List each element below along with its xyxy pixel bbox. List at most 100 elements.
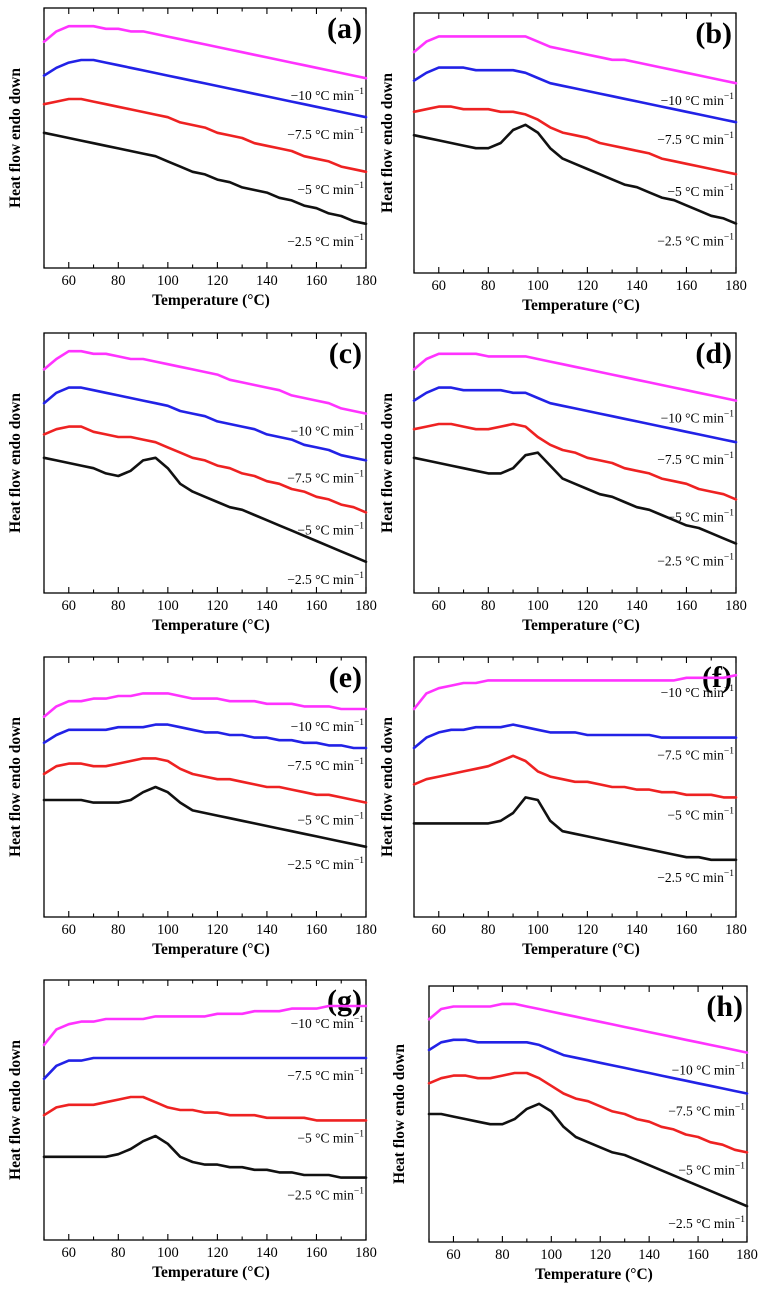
x-tick-label-f-100: 100 [527,922,549,938]
x-tick-label-h-160: 160 [687,1247,709,1263]
series-label-h-5-c-min: −5 °C min−1 [678,1161,745,1177]
x-tick-label-g-180: 180 [355,1245,377,1261]
series-label-superscript: −1 [724,684,734,694]
series-label-text: −10 °C min [661,685,725,700]
series-label-superscript: −1 [354,1067,364,1077]
curve-c-2.5-c-min [42,456,368,564]
x-tick-label-d-160: 160 [676,598,698,614]
panel-d: 60 80 100 120 140 160 180 Temperature (°C) Heat … [379,332,747,634]
series-label-d-10-c-min: −10 °C min−1 [661,410,735,426]
series-label-text: −7.5 °C min [287,758,354,773]
series-label-h-2.5-c-min: −2.5 °C min−1 [668,1215,745,1231]
series-label-superscript: −1 [354,812,364,822]
series-label-c-5-c-min: −5 °C min−1 [297,521,364,537]
x-tick-label-f-60: 60 [432,922,447,938]
series-label-superscript: −1 [724,92,734,102]
y-axis-title-g: Heat flow endo down [7,1040,24,1180]
series-label-text: −7.5 °C min [657,452,724,467]
curve-a-5-c-min [42,97,368,174]
series-label-superscript: −1 [354,856,364,866]
series-label-superscript: −1 [735,1215,745,1225]
x-tick-label-f-180: 180 [725,922,747,938]
series-label-h-10-c-min: −10 °C min−1 [672,1062,746,1078]
series-label-d-2.5-c-min: −2.5 °C min−1 [657,553,734,569]
curve-d-5-c-min [412,422,738,501]
series-label-d-5-c-min: −5 °C min−1 [667,508,734,524]
x-axis-title-h: Temperature (°C) [535,1266,653,1283]
x-axis-title-a: Temperature (°C) [152,292,270,309]
x-tick-label-a-80: 80 [111,273,126,289]
curve-h-5-c-min [427,1071,749,1154]
series-label-superscript: −1 [354,87,364,97]
y-axis-title-b: Heat flow endo down [379,73,396,213]
x-tick-label-d-80: 80 [481,598,496,614]
series-label-text: −2.5 °C min [287,857,354,872]
x-tick-label-b-60: 60 [432,278,447,294]
x-tick-label-e-100: 100 [157,922,179,938]
y-axis-title-f: Heat flow endo down [379,717,396,857]
series-label-text: −2.5 °C min [657,234,724,249]
y-axis-title-h: Heat flow endo down [391,1044,408,1184]
curve-d-10-c-min [412,352,738,402]
series-label-h-7.5-c-min: −7.5 °C min−1 [668,1103,745,1119]
curve-g-2.5-c-min [42,1134,368,1179]
panel-label-c: (c) [329,337,362,370]
x-tick-label-f-140: 140 [626,922,648,938]
series-label-a-7.5-c-min: −7.5 °C min−1 [287,126,364,142]
curve-h-10-c-min [427,1002,749,1054]
series-label-superscript: −1 [724,233,734,243]
series-label-superscript: −1 [354,718,364,728]
x-tick-label-h-80: 80 [495,1247,510,1263]
series-label-superscript: −1 [735,1103,745,1113]
series-label-superscript: −1 [354,1129,364,1139]
series-label-f-5-c-min: −5 °C min−1 [667,806,734,822]
curve-b-2.5-c-min [412,123,738,225]
series-label-superscript: −1 [735,1062,745,1072]
x-tick-label-e-120: 120 [207,922,229,938]
series-label-b-2.5-c-min: −2.5 °C min−1 [657,233,734,249]
series-label-superscript: −1 [354,469,364,479]
x-tick-label-d-100: 100 [527,598,549,614]
x-tick-label-c-100: 100 [157,598,179,614]
x-tick-label-f-120: 120 [577,922,599,938]
x-tick-label-g-160: 160 [306,1245,328,1261]
series-label-text: −10 °C min [291,424,355,439]
series-label-superscript: −1 [724,183,734,193]
series-label-text: −7.5 °C min [287,470,354,485]
curve-e-5-c-min [42,757,368,804]
curve-b-5-c-min [412,105,738,176]
x-tick-label-c-180: 180 [355,598,377,614]
x-tick-label-g-60: 60 [62,1245,77,1261]
series-label-text: −5 °C min [667,807,724,822]
x-tick-label-h-60: 60 [446,1247,461,1263]
series-label-e-10-c-min: −10 °C min−1 [291,718,365,734]
x-tick-label-a-60: 60 [62,273,77,289]
x-tick-label-h-180: 180 [736,1247,758,1263]
curve-h-7.5-c-min [427,1038,749,1095]
x-tick-label-b-140: 140 [626,278,648,294]
curve-g-10-c-min [42,1004,368,1047]
x-tick-label-h-100: 100 [540,1247,562,1263]
curve-g-7.5-c-min [42,1056,368,1081]
x-axis-title-f: Temperature (°C) [522,941,640,958]
series-label-superscript: −1 [354,423,364,433]
series-label-c-2.5-c-min: −2.5 °C min−1 [287,571,364,587]
panel-c: 60 80 100 120 140 160 180 Temperature (°C) Heat … [7,332,377,634]
panel-label-e: (e) [329,661,362,694]
series-label-text: −2.5 °C min [287,572,354,587]
series-label-superscript: −1 [724,747,734,757]
series-label-superscript: −1 [354,571,364,581]
series-label-superscript: −1 [354,181,364,191]
curve-h-2.5-c-min [427,1102,749,1208]
x-tick-label-f-160: 160 [676,922,698,938]
series-label-superscript: −1 [724,806,734,816]
series-label-superscript: −1 [724,508,734,518]
series-label-superscript: −1 [724,553,734,563]
series-label-superscript: −1 [354,521,364,531]
curve-d-7.5-c-min [412,386,738,444]
x-tick-label-b-100: 100 [527,278,549,294]
series-label-text: −5 °C min [678,1162,735,1177]
series-label-superscript: −1 [354,126,364,136]
curve-f-10-c-min [412,673,738,711]
curve-b-10-c-min [412,35,738,85]
